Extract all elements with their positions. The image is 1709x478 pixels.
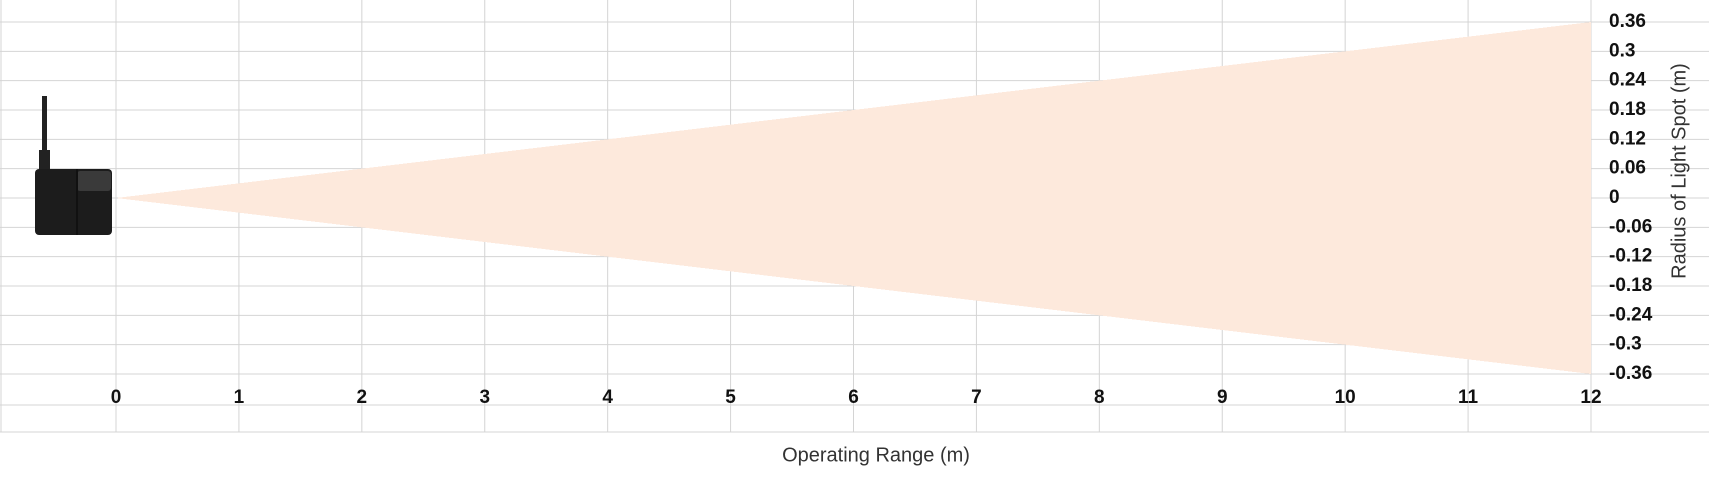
x-tick-label: 4 — [602, 387, 613, 408]
x-tick-label: 9 — [1217, 387, 1228, 408]
light-cone — [116, 198, 1591, 374]
x-tick-label: 11 — [1458, 387, 1479, 408]
y-tick-label: -0.18 — [1609, 275, 1652, 296]
y-tick-label: -0.06 — [1609, 216, 1652, 237]
antenna-base — [39, 150, 50, 172]
sensor-lens — [77, 171, 111, 191]
antenna — [42, 96, 47, 156]
y-tick-label: 0.12 — [1609, 128, 1646, 149]
light-cone — [116, 22, 1591, 198]
sensor-icon — [35, 96, 112, 235]
x-tick-label: 2 — [357, 387, 368, 408]
y-tick-label: 0.36 — [1609, 11, 1646, 32]
sensor-seam — [76, 169, 78, 235]
y-tick-label: 0 — [1609, 187, 1620, 208]
x-tick-label: 10 — [1335, 387, 1356, 408]
y-tick-label: -0.12 — [1609, 246, 1652, 267]
y-tick-label: -0.36 — [1609, 363, 1652, 384]
plot — [0, 0, 1709, 432]
x-axis-title: Operating Range (m) — [782, 444, 970, 466]
x-tick-label: 5 — [725, 387, 736, 408]
y-tick-label: -0.3 — [1609, 334, 1642, 355]
x-tick-label: 1 — [234, 387, 245, 408]
x-tick-label: 8 — [1094, 387, 1105, 408]
y-axis-title: Radius of Light Spot (m) — [1668, 63, 1690, 279]
grid-extra — [0, 0, 1709, 433]
y-tick-label: -0.24 — [1609, 304, 1653, 325]
x-tick-label: 0 — [111, 387, 122, 408]
x-tick-label: 12 — [1580, 387, 1601, 408]
y-tick-label: 0.06 — [1609, 158, 1646, 179]
y-tick-label: 0.18 — [1609, 99, 1646, 120]
y-tick-label: 0.3 — [1609, 40, 1635, 61]
x-tick-label: 7 — [971, 387, 982, 408]
y-tick-label: 0.24 — [1609, 70, 1646, 91]
x-tick-label: 3 — [479, 387, 490, 408]
x-tick-label: 6 — [848, 387, 859, 408]
